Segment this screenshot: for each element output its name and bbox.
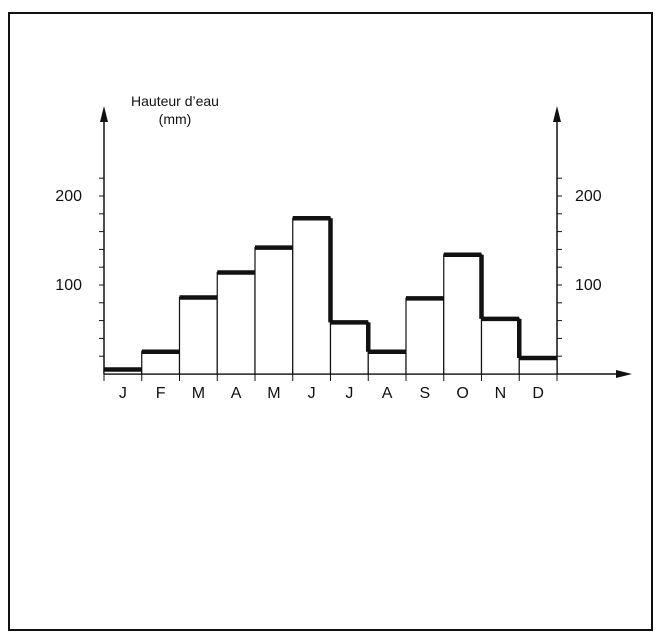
x-tick-label-1: F [156,385,166,402]
x-tick-label-7: A [382,385,393,402]
y-tick-label-left: 100 [55,277,82,294]
bar-1 [141,351,181,375]
bar-3 [216,271,256,375]
y-axis-label: Hauteur d’eau [131,93,219,109]
bar-2 [178,296,218,375]
x-tick-label-0: J [119,385,127,402]
bar-10 [480,318,520,375]
bar-5 [292,217,332,375]
y-tick-label-left: 200 [55,188,82,205]
x-tick-label-4: M [267,385,280,402]
y-tick-label-right: 100 [575,277,602,294]
bar-7 [367,351,407,375]
y-axis-left-arrow [100,106,108,122]
x-tick-label-2: M [192,385,205,402]
bar-11 [518,357,558,375]
y-axis-right-arrow [553,106,561,122]
bar-9 [443,254,483,375]
x-axis-arrow [616,370,632,378]
x-tick-label-9: O [456,385,468,402]
bar-6 [329,321,369,375]
bar-4 [254,247,294,375]
y-axis-unit: (mm) [159,111,192,127]
y-tick-label-right: 200 [575,188,602,205]
bar-8 [405,297,445,375]
x-tick-label-11: D [532,385,544,402]
x-tick-label-6: J [345,385,353,402]
x-tick-label-5: J [308,385,316,402]
x-tick-label-8: S [420,385,431,402]
x-tick-label-3: A [231,385,242,402]
x-tick-label-10: N [495,385,507,402]
